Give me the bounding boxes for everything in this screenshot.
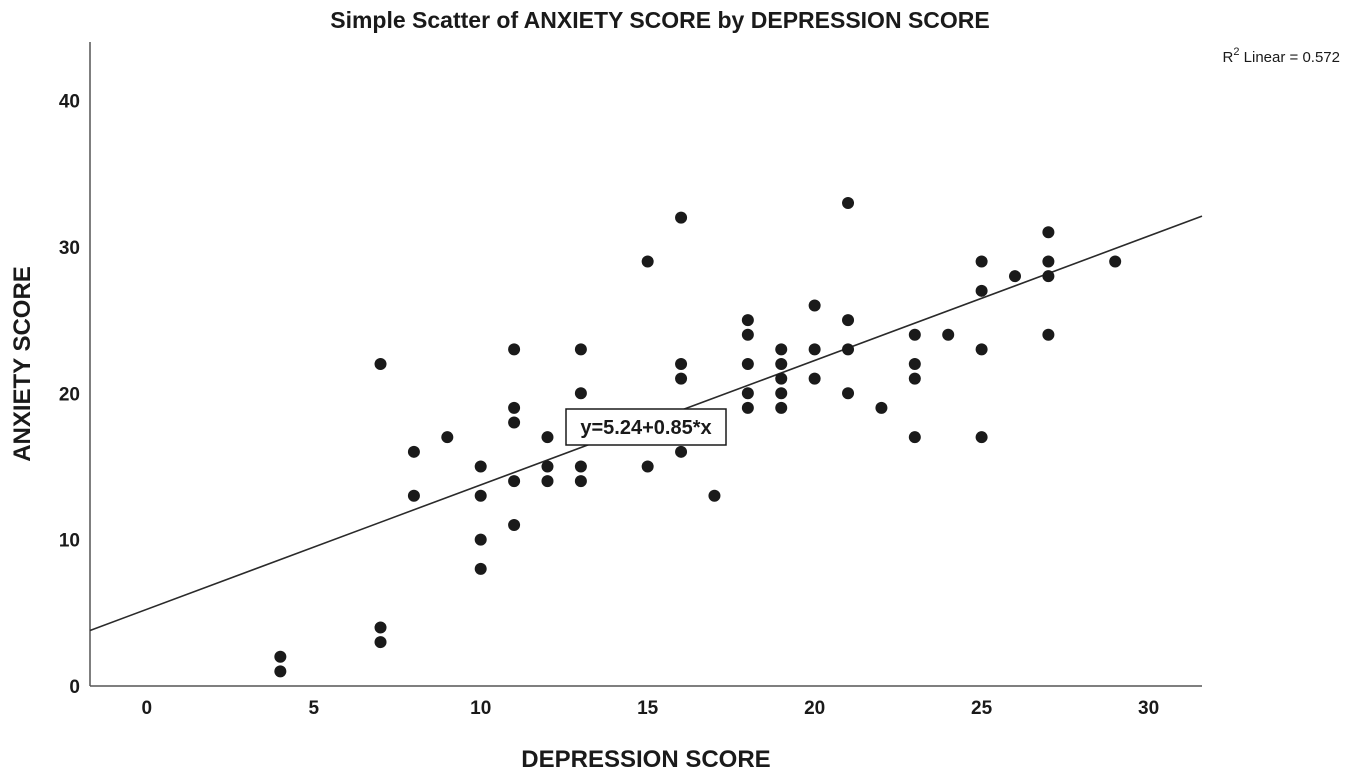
r2-prefix: R	[1223, 49, 1234, 66]
data-point	[474, 489, 487, 502]
x-tick-label: 25	[971, 698, 993, 719]
x-tick-label: 5	[308, 698, 319, 719]
data-point	[274, 665, 287, 678]
data-point	[808, 372, 821, 385]
data-point	[474, 533, 487, 546]
data-point	[374, 621, 387, 634]
x-tick-label: 0	[141, 698, 152, 719]
data-point	[842, 197, 855, 209]
data-point	[274, 650, 287, 663]
data-point	[775, 387, 788, 400]
data-point	[1008, 270, 1021, 283]
y-tick-label: 10	[59, 531, 80, 552]
data-point	[407, 489, 420, 502]
data-point	[374, 358, 387, 370]
data-point	[741, 387, 754, 400]
data-point	[1042, 270, 1055, 283]
data-point	[1042, 328, 1055, 341]
y-axis-label: ANXIETY SCORE	[9, 266, 36, 462]
data-point	[641, 255, 654, 268]
data-point	[708, 489, 721, 502]
y-tick-label: 40	[59, 92, 80, 113]
data-point	[908, 431, 921, 444]
x-tick-label: 15	[637, 698, 659, 719]
data-point	[741, 358, 754, 370]
x-tick-label: 20	[804, 698, 825, 719]
data-point	[808, 299, 821, 312]
data-point	[574, 460, 587, 473]
data-point	[808, 343, 821, 356]
r2-superscript: 2	[1233, 46, 1239, 58]
data-point	[741, 401, 754, 414]
x-tick-label: 30	[1138, 698, 1159, 719]
data-point	[975, 255, 988, 268]
equation-box: y=5.24+0.85*x	[565, 408, 727, 446]
data-point	[474, 562, 487, 575]
data-point	[508, 519, 521, 531]
chart-title: Simple Scatter of ANXIETY SCORE by DEPRE…	[330, 7, 990, 33]
data-point	[541, 460, 554, 473]
data-point	[842, 343, 855, 356]
data-point	[775, 401, 788, 414]
data-point	[775, 358, 788, 370]
data-point	[775, 372, 788, 385]
data-point	[641, 460, 654, 473]
data-point	[541, 475, 554, 488]
data-point	[842, 387, 855, 400]
x-axis-label: DEPRESSION SCORE	[521, 746, 770, 773]
data-point	[908, 358, 921, 370]
data-point	[374, 636, 387, 649]
x-tick-label: 10	[470, 698, 491, 719]
data-point	[675, 358, 688, 370]
data-point	[942, 328, 955, 341]
data-point	[741, 314, 754, 327]
data-point	[1109, 255, 1122, 268]
equation-box-frame	[565, 408, 727, 446]
y-tick-label: 0	[69, 677, 80, 698]
r2-label: R2 Linear = 0.572	[1223, 46, 1340, 66]
data-point	[574, 475, 587, 488]
data-point	[508, 475, 521, 488]
data-point	[508, 416, 521, 429]
data-point	[842, 314, 855, 327]
data-point	[675, 372, 688, 385]
data-point	[975, 431, 988, 444]
data-point	[441, 431, 454, 444]
data-point	[508, 343, 521, 356]
equation-label: y=5.24+0.85*x	[580, 417, 711, 439]
data-point	[675, 211, 688, 224]
axis-ticks: 0 5 10 15 20 25 30 0 10 20 30 40	[59, 92, 1159, 719]
data-point	[775, 343, 788, 356]
data-point	[975, 284, 988, 297]
data-point	[407, 445, 420, 458]
data-point	[1042, 226, 1055, 239]
data-point	[541, 431, 554, 444]
data-point	[508, 401, 521, 414]
axes	[89, 42, 1202, 687]
data-point	[574, 387, 587, 400]
y-tick-label: 20	[59, 384, 80, 405]
data-points	[274, 197, 1122, 678]
r2-value: Linear = 0.572	[1240, 49, 1341, 66]
data-point	[675, 445, 688, 458]
data-point	[908, 328, 921, 341]
y-tick-label: 30	[59, 238, 80, 259]
data-point	[975, 343, 988, 356]
data-point	[875, 401, 888, 414]
data-point	[908, 372, 921, 385]
data-point	[741, 328, 754, 341]
data-point	[574, 343, 587, 356]
data-point	[1042, 255, 1055, 268]
data-point	[474, 460, 487, 473]
